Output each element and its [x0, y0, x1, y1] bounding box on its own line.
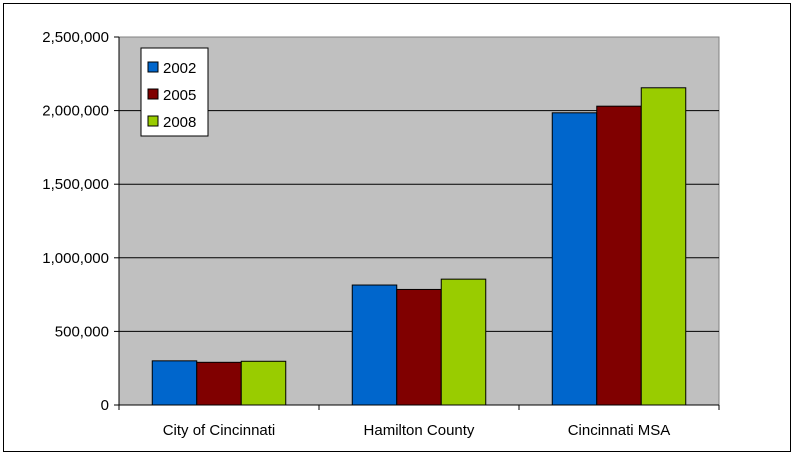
- bar-2008-2: [440, 278, 487, 406]
- bar-2002-1: [151, 360, 198, 406]
- bar-2005-1: [196, 361, 242, 406]
- legend-swatch-2005: [147, 88, 159, 100]
- bar-2002-2: [351, 284, 398, 406]
- legend-swatch-2002: [147, 61, 159, 73]
- y-tick-label: 0: [101, 397, 109, 414]
- bar-2005-3: [596, 105, 642, 406]
- bar-2008-1: [240, 360, 287, 406]
- y-tick-label: 2,500,000: [42, 29, 109, 46]
- x-category-label: Cincinnati MSA: [568, 422, 671, 439]
- legend-label: 2002: [163, 60, 196, 77]
- bar-2008-3: [640, 87, 687, 406]
- plot-area: 0 500,000 1,000,000 1,500,000 2,000,000 2,500…: [42, 29, 720, 439]
- bar-chart: 0 500,000 1,000,000 1,500,000 2,000,000 2,500…: [42, 29, 720, 439]
- x-category-label: City of Cincinnati: [163, 422, 276, 439]
- legend-swatch-2008: [147, 115, 159, 127]
- x-category-label: Hamilton County: [364, 422, 475, 439]
- y-tick-label: 1,000,000: [42, 250, 109, 267]
- y-tick-label: 500,000: [55, 323, 109, 340]
- bar-2005-2: [396, 288, 442, 406]
- y-tick-label: 2,000,000: [42, 103, 109, 120]
- chart-frame: 0 500,000 1,000,000 1,500,000 2,000,000 2,500…: [3, 3, 791, 452]
- legend: 2002 2005 2008: [140, 47, 209, 137]
- legend-label: 2008: [163, 114, 196, 131]
- y-tick-label: 1,500,000: [42, 176, 109, 193]
- legend-label: 2005: [163, 87, 196, 104]
- bar-2002-3: [551, 112, 598, 406]
